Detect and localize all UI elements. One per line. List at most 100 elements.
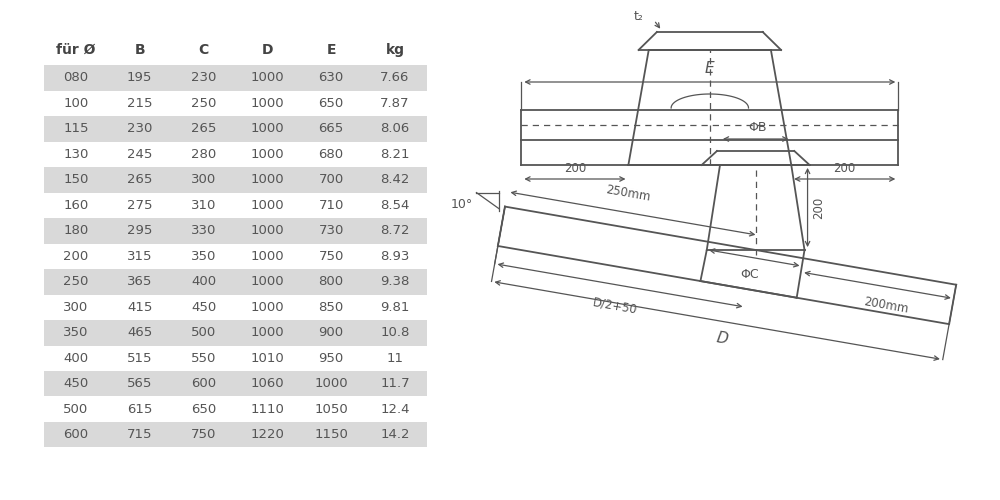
Text: für Ø: für Ø [56, 42, 96, 56]
Text: 300: 300 [191, 174, 216, 186]
Text: 160: 160 [63, 198, 89, 212]
Text: 700: 700 [318, 174, 344, 186]
Text: 450: 450 [63, 377, 89, 390]
Text: 850: 850 [318, 300, 344, 314]
Text: 9.38: 9.38 [380, 275, 410, 288]
Text: 1000: 1000 [250, 148, 284, 161]
Text: 295: 295 [127, 224, 152, 237]
Bar [44, 422, 427, 448]
Text: 8.93: 8.93 [380, 250, 410, 262]
Text: 415: 415 [127, 300, 152, 314]
Text: t₂: t₂ [633, 10, 643, 22]
Text: 315: 315 [127, 250, 152, 262]
Text: 515: 515 [127, 352, 152, 364]
Text: 245: 245 [127, 148, 152, 161]
Text: ΦB: ΦB [748, 121, 767, 134]
Text: 200: 200 [834, 162, 856, 175]
Text: 200: 200 [564, 162, 586, 175]
Text: 1000: 1000 [250, 174, 284, 186]
Text: 1150: 1150 [314, 428, 348, 441]
Bar [44, 269, 427, 294]
Text: 330: 330 [191, 224, 216, 237]
Text: 280: 280 [191, 148, 216, 161]
Text: 14.2: 14.2 [380, 428, 410, 441]
Text: 1220: 1220 [250, 428, 284, 441]
Text: 8.21: 8.21 [380, 148, 410, 161]
Text: 8.72: 8.72 [380, 224, 410, 237]
Text: 400: 400 [63, 352, 88, 364]
Text: 1000: 1000 [250, 250, 284, 262]
Text: 230: 230 [191, 72, 216, 85]
Text: 1000: 1000 [250, 122, 284, 136]
Text: 600: 600 [63, 428, 88, 441]
Bar [44, 65, 427, 90]
Text: 365: 365 [127, 275, 152, 288]
Text: 800: 800 [319, 275, 344, 288]
Bar [44, 320, 427, 345]
Bar [44, 116, 427, 141]
Text: 7.87: 7.87 [380, 97, 410, 110]
Text: 630: 630 [318, 72, 344, 85]
Text: 665: 665 [318, 122, 344, 136]
Text: 080: 080 [63, 72, 88, 85]
Text: 12.4: 12.4 [380, 403, 410, 415]
Text: 265: 265 [191, 122, 216, 136]
Text: 650: 650 [318, 97, 344, 110]
Text: 615: 615 [127, 403, 152, 415]
Text: 1000: 1000 [250, 224, 284, 237]
Text: 300: 300 [63, 300, 89, 314]
Text: 9.81: 9.81 [380, 300, 410, 314]
Text: 200: 200 [812, 196, 825, 218]
Text: 200mm: 200mm [862, 296, 909, 316]
Text: kg: kg [385, 42, 404, 56]
Text: 465: 465 [127, 326, 152, 339]
Text: 1000: 1000 [250, 72, 284, 85]
Text: 150: 150 [63, 174, 89, 186]
Text: 565: 565 [127, 377, 152, 390]
Text: 310: 310 [191, 198, 216, 212]
Text: 11: 11 [386, 352, 403, 364]
Text: 250: 250 [191, 97, 216, 110]
Text: 250: 250 [63, 275, 89, 288]
Text: ΦC: ΦC [740, 268, 758, 281]
Text: 1050: 1050 [314, 403, 348, 415]
Text: 230: 230 [127, 122, 152, 136]
Text: 180: 180 [63, 224, 89, 237]
Text: 350: 350 [191, 250, 216, 262]
Text: 195: 195 [127, 72, 152, 85]
Text: 1000: 1000 [314, 377, 348, 390]
Text: 100: 100 [63, 97, 89, 110]
Text: 8.06: 8.06 [380, 122, 410, 136]
Text: 130: 130 [63, 148, 89, 161]
Text: E: E [705, 61, 715, 76]
Text: 200: 200 [63, 250, 89, 262]
Text: D: D [262, 42, 273, 56]
Text: 750: 750 [318, 250, 344, 262]
Text: 1000: 1000 [250, 198, 284, 212]
Text: 350: 350 [63, 326, 89, 339]
Text: 730: 730 [318, 224, 344, 237]
Text: 715: 715 [127, 428, 152, 441]
Bar [44, 371, 427, 396]
Text: 600: 600 [191, 377, 216, 390]
Text: 500: 500 [63, 403, 89, 415]
Bar [44, 167, 427, 192]
Text: 8.42: 8.42 [380, 174, 410, 186]
Text: C: C [198, 42, 209, 56]
Text: 7.66: 7.66 [380, 72, 410, 85]
Text: 275: 275 [127, 198, 152, 212]
Text: 550: 550 [191, 352, 216, 364]
Text: 1110: 1110 [250, 403, 284, 415]
Text: 1010: 1010 [250, 352, 284, 364]
Text: 215: 215 [127, 97, 152, 110]
Text: 10.8: 10.8 [380, 326, 410, 339]
Text: 1060: 1060 [250, 377, 284, 390]
Text: D/2+50: D/2+50 [592, 296, 638, 316]
Text: 250mm: 250mm [604, 183, 651, 204]
Text: 1000: 1000 [250, 97, 284, 110]
Text: 11.7: 11.7 [380, 377, 410, 390]
Text: 265: 265 [127, 174, 152, 186]
Text: 650: 650 [191, 403, 216, 415]
Text: 8.54: 8.54 [380, 198, 410, 212]
Text: 1000: 1000 [250, 275, 284, 288]
